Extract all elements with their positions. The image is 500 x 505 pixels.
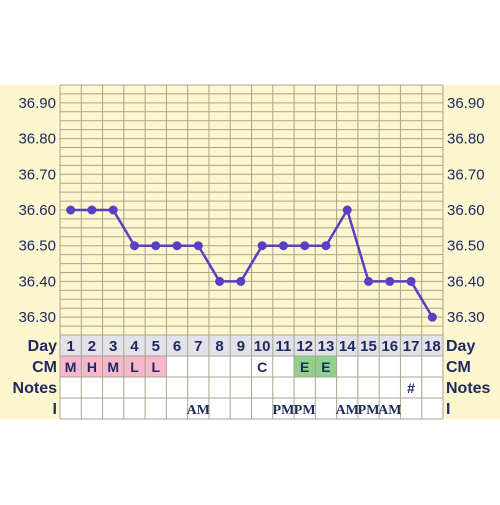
y-tick-left: 36.90 xyxy=(18,95,56,112)
data-point-day-15 xyxy=(364,276,374,286)
cm-cell-1 xyxy=(60,356,82,377)
cm-text-day-5: L xyxy=(151,359,160,375)
y-tick-left: 36.30 xyxy=(18,309,56,326)
cm-cell-4 xyxy=(123,356,146,377)
day-number-17: 17 xyxy=(403,338,420,355)
data-point-day-1 xyxy=(66,205,76,215)
row-label-day-right: Day xyxy=(446,338,475,355)
day-number-8: 8 xyxy=(215,338,223,355)
row-label-notes-left: Notes xyxy=(13,380,58,397)
day-number-13: 13 xyxy=(318,338,335,355)
cm-cell-12 xyxy=(294,356,316,377)
data-point-day-6 xyxy=(172,241,182,251)
data-point-day-8 xyxy=(215,276,225,286)
data-point-day-10 xyxy=(257,241,267,251)
i-text-day-15: PM xyxy=(358,403,380,418)
cm-cell-3 xyxy=(102,356,124,377)
row-label-day-left: Day xyxy=(28,338,57,355)
y-tick-left: 36.60 xyxy=(18,202,56,219)
day-number-16: 16 xyxy=(381,338,398,355)
cm-text-day-2: H xyxy=(87,359,97,375)
data-point-day-5 xyxy=(151,241,161,251)
data-point-day-13 xyxy=(321,241,331,251)
cm-text-day-3: M xyxy=(107,359,119,375)
cm-text-day-4: L xyxy=(130,359,139,375)
day-number-14: 14 xyxy=(339,338,356,355)
data-point-day-7 xyxy=(193,241,203,251)
y-tick-right: 36.30 xyxy=(447,309,485,326)
data-point-day-4 xyxy=(129,241,139,251)
row-label-i-left: I xyxy=(53,401,57,418)
i-text-day-7: AM xyxy=(187,403,210,418)
y-tick-right: 36.70 xyxy=(447,166,485,183)
cm-text-day-13: E xyxy=(321,359,330,375)
cm-cell-5 xyxy=(145,356,167,377)
day-number-2: 2 xyxy=(88,338,96,355)
data-point-day-11 xyxy=(278,241,288,251)
y-tick-right: 36.60 xyxy=(447,202,485,219)
day-number-11: 11 xyxy=(275,338,291,355)
day-number-3: 3 xyxy=(109,338,117,355)
day-number-4: 4 xyxy=(130,338,139,355)
y-tick-left: 36.50 xyxy=(18,238,56,255)
data-point-day-16 xyxy=(385,276,395,286)
data-point-day-12 xyxy=(300,241,310,251)
row-label-cm-left: CM xyxy=(32,359,57,376)
data-point-day-9 xyxy=(236,276,246,286)
data-point-day-3 xyxy=(108,205,118,215)
row-label-cm-right: CM xyxy=(446,359,471,376)
day-number-12: 12 xyxy=(296,338,313,355)
data-point-day-18 xyxy=(427,312,437,322)
y-tick-right: 36.80 xyxy=(447,131,485,148)
cm-cell-13 xyxy=(315,356,337,377)
data-point-day-14 xyxy=(342,205,352,215)
cm-text-day-12: E xyxy=(300,359,309,375)
i-text-day-12: PM xyxy=(294,403,316,418)
day-number-7: 7 xyxy=(194,338,202,355)
data-point-day-2 xyxy=(87,205,97,215)
day-number-6: 6 xyxy=(173,338,181,355)
i-text-day-16: AM xyxy=(378,403,401,418)
day-number-10: 10 xyxy=(254,338,271,355)
y-tick-right: 36.40 xyxy=(447,273,485,290)
day-number-18: 18 xyxy=(424,338,441,355)
day-number-15: 15 xyxy=(360,338,377,355)
day-number-1: 1 xyxy=(66,338,74,355)
cm-cell-2 xyxy=(81,356,103,377)
y-tick-left: 36.70 xyxy=(18,166,56,183)
i-text-day-14: AM xyxy=(336,403,359,418)
i-text-day-11: PM xyxy=(273,403,295,418)
y-tick-right: 36.90 xyxy=(447,95,485,112)
day-number-9: 9 xyxy=(237,338,245,355)
row-label-notes-right: Notes xyxy=(446,380,491,397)
y-tick-left: 36.80 xyxy=(18,131,56,148)
note-text-day-17: # xyxy=(407,380,415,396)
cm-text-day-1: M xyxy=(65,359,77,375)
row-label-i-right: I xyxy=(446,401,450,418)
data-point-day-17 xyxy=(406,276,416,286)
y-tick-left: 36.40 xyxy=(18,273,56,290)
cm-text-day-10: C xyxy=(257,359,267,375)
day-number-5: 5 xyxy=(152,338,160,355)
plot-grid xyxy=(59,84,444,420)
y-tick-right: 36.50 xyxy=(447,238,485,255)
